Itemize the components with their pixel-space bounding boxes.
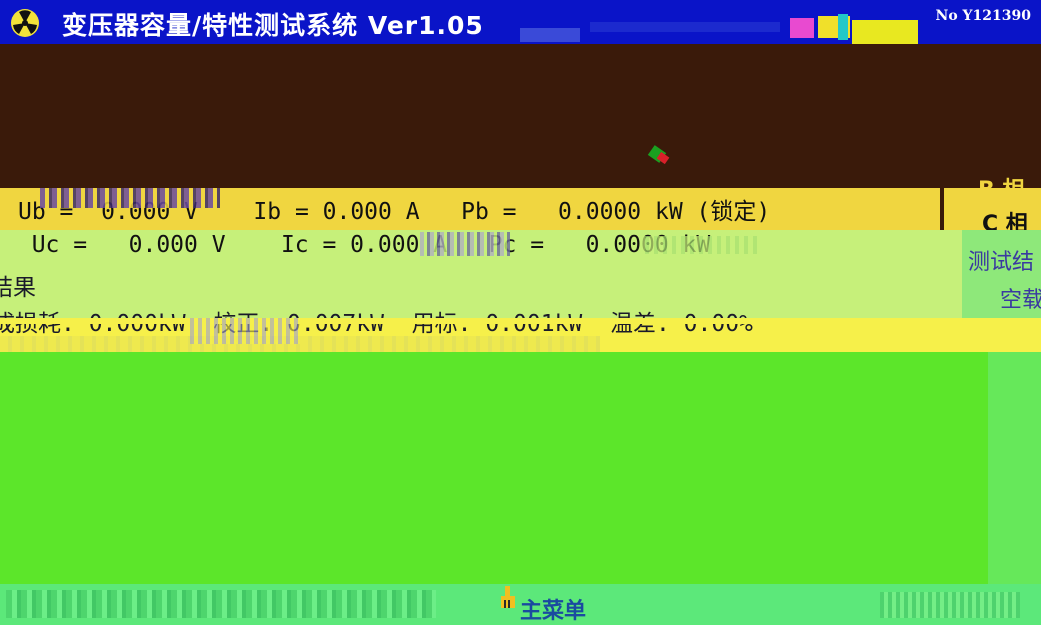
title-artifact	[590, 22, 780, 32]
main-work-area	[0, 352, 988, 584]
results-heading: 结果	[0, 275, 36, 301]
hand-pointer-icon	[501, 586, 515, 608]
side-test-result: 测试结	[968, 250, 1035, 275]
phase-c-readout: Uc = 0.000 V Ic = 0.000 A Pc = 0.0000 kW	[4, 232, 711, 258]
title-bar: 变压器容量/特性测试系统 Ver1.05 No Y121390	[0, 0, 1041, 44]
title-artifact	[790, 18, 814, 38]
readout-artifact	[40, 188, 220, 208]
title-artifact	[520, 28, 580, 42]
status-bar	[0, 584, 1041, 625]
panel-divider	[940, 188, 944, 234]
results-area	[0, 230, 1041, 330]
readout-artifact	[420, 232, 510, 256]
title-artifact	[838, 14, 848, 40]
main-side-area	[988, 352, 1041, 584]
main-menu-button[interactable]: 主菜单	[520, 599, 587, 624]
band-artifact	[0, 318, 1041, 324]
side-no-load: 空载	[1000, 288, 1041, 313]
display-panel	[0, 44, 1041, 190]
band-artifact	[0, 336, 600, 352]
side-phase-b: B 相	[978, 178, 1025, 203]
title-artifact	[852, 20, 918, 44]
status-artifact	[880, 592, 1020, 618]
radiation-icon	[11, 9, 39, 37]
serial-number: No Y121390	[935, 8, 1031, 24]
window-title: 变压器容量/特性测试系统 Ver1.05	[62, 11, 484, 40]
readout-artifact	[640, 236, 760, 254]
band-artifact	[190, 318, 300, 344]
side-panel	[944, 188, 1041, 234]
loss-summary: 成损耗: 0.000kW 校正: 0.007kW 用标: 0.001kW 温差:…	[0, 311, 753, 337]
status-artifact	[6, 590, 436, 618]
